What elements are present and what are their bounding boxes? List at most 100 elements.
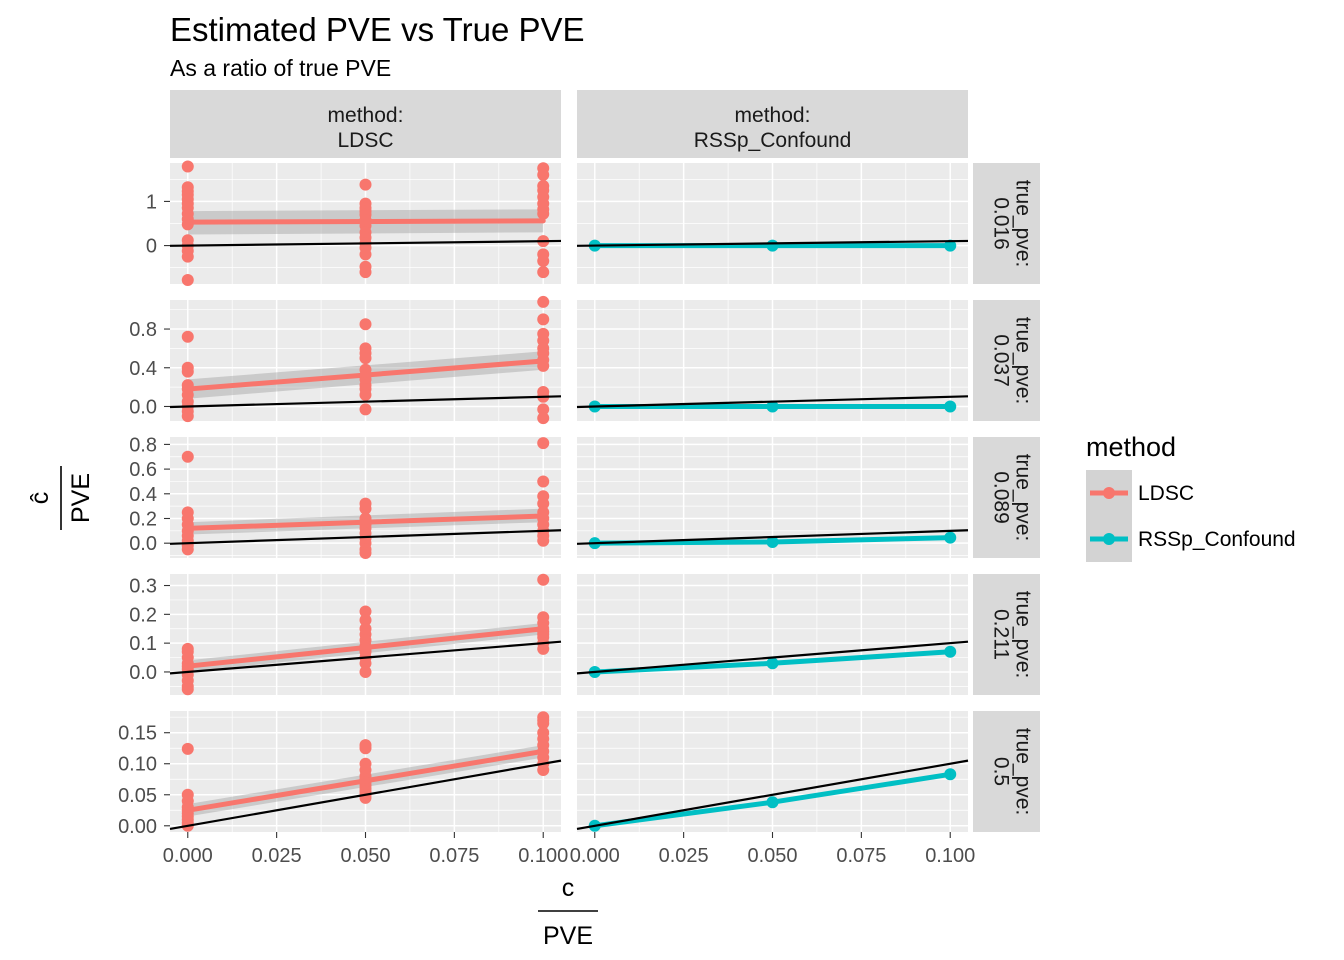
data-point <box>537 475 550 488</box>
row-strip-text-group: true_pve:0.5 <box>990 728 1035 816</box>
facet-panels: method:LDSCmethod:RSSp_Confoundtrue_pve:… <box>118 90 1040 867</box>
fit-line <box>592 771 953 829</box>
data-point <box>181 330 194 343</box>
x-axis-title: c PVE <box>538 874 598 950</box>
column-strip-prefix: method: <box>328 104 404 127</box>
fit-line <box>185 748 546 813</box>
legend-label: LDSC <box>1138 482 1194 505</box>
reference-line <box>169 239 562 247</box>
x-axis-title-numerator: c <box>562 874 575 902</box>
y-tick-label: 1 <box>146 191 157 213</box>
data-point <box>537 642 550 655</box>
reference-line <box>576 640 969 675</box>
y-tick-label: 0.8 <box>129 319 157 341</box>
row-strip <box>973 574 1040 695</box>
row-strip-prefix: true_pve: <box>1012 180 1035 268</box>
y-tick-label: 0.8 <box>129 434 157 456</box>
data-point <box>181 250 194 263</box>
data-point <box>181 365 194 378</box>
legend-label: RSSp_Confound <box>1138 528 1296 551</box>
data-point <box>537 763 550 776</box>
x-tick-label: 0.025 <box>252 845 302 867</box>
data-point <box>359 614 372 627</box>
y-tick-label: 0.4 <box>129 484 157 506</box>
column-strip-prefix: method: <box>735 104 811 127</box>
row-strip-text-group: true_pve:0.089 <box>990 454 1035 542</box>
column-strip-label: RSSp_Confound <box>694 129 852 152</box>
data-point <box>359 657 372 670</box>
legend-items: LDSC RSSp_Confound <box>1086 470 1296 562</box>
data-point <box>537 534 550 547</box>
reference-line <box>576 395 969 409</box>
row-strip-prefix: true_pve: <box>1012 454 1035 542</box>
data-point <box>359 266 372 279</box>
row-strip-prefix: true_pve: <box>1012 591 1035 679</box>
x-tick-label: 0.000 <box>570 845 620 867</box>
y-axis-title: ĉ PVE <box>26 466 95 530</box>
data-point <box>181 683 194 696</box>
data-point <box>359 547 372 560</box>
legend: method LDSC RSSp_Confound <box>1086 432 1296 562</box>
row-strip-text-group: true_pve:0.037 <box>990 317 1035 405</box>
y-tick-label: 0.1 <box>129 633 157 655</box>
column-strip <box>577 90 968 158</box>
row-strip-label: 0.089 <box>990 471 1013 524</box>
data-point <box>537 497 550 510</box>
y-tick-label: 0.15 <box>118 723 157 745</box>
panel <box>169 295 562 425</box>
reference-line <box>169 395 562 409</box>
column-strip-label: LDSC <box>337 129 393 152</box>
reference-line <box>169 640 562 675</box>
data-point <box>537 437 550 450</box>
x-axis-title-denominator: PVE <box>543 922 593 950</box>
y-tick-label: 0.3 <box>129 576 157 598</box>
row-strip <box>973 711 1040 832</box>
data-point <box>537 168 550 181</box>
data-point <box>359 605 372 618</box>
y-tick-label: 0.2 <box>129 604 157 626</box>
y-tick-label: 0.0 <box>129 396 157 418</box>
row-strip-prefix: true_pve: <box>1012 728 1035 816</box>
panel <box>576 574 969 695</box>
panel <box>169 437 562 560</box>
data-point <box>537 207 550 220</box>
fit-line <box>185 218 546 225</box>
data-point <box>537 412 550 425</box>
y-axis-title-numerator: ĉ <box>26 492 54 505</box>
fit-line <box>592 535 953 546</box>
row-strip-label: 0.016 <box>990 197 1013 250</box>
panel <box>576 711 969 832</box>
panel <box>576 163 969 284</box>
data-point <box>181 450 194 463</box>
data-point <box>359 178 372 191</box>
data-point <box>359 352 372 365</box>
data-point <box>537 403 550 416</box>
fit-line <box>185 513 546 531</box>
x-tick-label: 0.100 <box>518 845 568 867</box>
panel <box>169 711 562 832</box>
y-axis-title-denominator: PVE <box>67 473 95 523</box>
data-point <box>359 403 372 416</box>
panel <box>169 573 562 696</box>
panel <box>576 300 969 421</box>
x-tick-label: 0.075 <box>429 845 479 867</box>
panel <box>169 160 562 287</box>
data-point <box>181 543 194 556</box>
y-tick-label: 0.6 <box>129 459 157 481</box>
chart-title: Estimated PVE vs True PVE <box>170 11 585 48</box>
y-tick-label: 0.00 <box>118 816 157 838</box>
data-point <box>181 742 194 755</box>
row-strip-label: 0.037 <box>990 334 1013 387</box>
data-point <box>181 410 194 423</box>
row-strip-label: 0.211 <box>990 609 1013 660</box>
fit-line <box>592 649 953 675</box>
row-strip <box>973 437 1040 558</box>
data-point <box>359 318 372 331</box>
column-strip <box>170 90 561 158</box>
row-strip-prefix: true_pve: <box>1012 317 1035 405</box>
data-point <box>359 742 372 755</box>
data-point <box>537 266 550 279</box>
reference-line <box>576 239 969 247</box>
reference-line <box>169 759 562 830</box>
